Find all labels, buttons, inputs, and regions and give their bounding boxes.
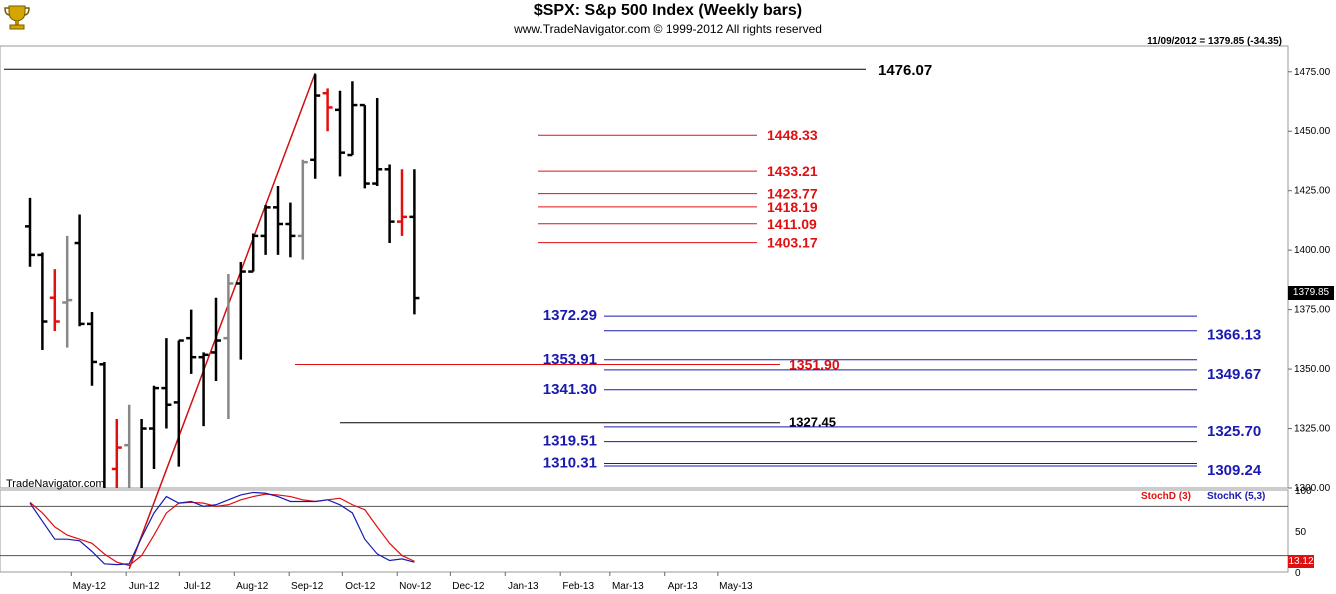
trend-line [128,72,316,570]
price-tick-label: 1400.00 [1294,245,1331,256]
ohlc-bar [359,103,370,189]
ohlc-bar [322,88,333,132]
ohlc-bar [124,404,131,488]
ohlc-bar [409,169,420,315]
time-tick-label: Jul-12 [184,581,212,592]
time-tick-label: Aug-12 [236,581,269,592]
ohlc-bar [49,269,60,332]
level-label: 1319.51 [543,433,597,450]
level-label: 1349.67 [1207,366,1261,383]
level-label: 1325.70 [1207,423,1261,440]
ohlc-bar [235,262,246,360]
stochd-legend: StochD (3) [1141,491,1191,502]
ohlc-bar [25,197,35,267]
level-label: 1448.33 [767,127,818,143]
price-axis: 1300.00 1325.00 1350.00 1375.00 1400.00 1425.… [1288,67,1331,494]
ohlc-bar [87,312,97,386]
ohlc-bar [111,419,122,488]
price-tick-label: 1350.00 [1294,364,1331,375]
ohlc-bars [25,74,420,488]
ohlc-bar [140,419,147,488]
price-tick-label: 1450.00 [1294,126,1331,137]
fibonacci-levels: 1476.07 1327.45 1448.33 1433.21 1423.771418.… [4,62,1262,479]
level-label: 1403.17 [767,235,818,251]
ohlc-bar [310,74,321,179]
level-label: 1366.13 [1207,327,1261,344]
last-price-tag: 1379.85 [1288,286,1334,300]
level-label: 1353.91 [543,351,597,368]
ohlc-bar [149,385,159,469]
ohlc-bar [223,273,234,420]
ohlc-bar [372,97,383,186]
price-tick-label: 1325.00 [1294,424,1331,435]
stochk-legend: StochK (5,3) [1207,491,1266,502]
ohlc-bar [186,309,197,374]
ohlc-bar [37,252,48,351]
ohlc-bar [384,164,395,244]
ohlc-bar [161,338,172,429]
time-tick-label: Oct-12 [345,581,375,592]
level-label: 1341.30 [543,381,597,398]
time-tick-label: Dec-12 [452,581,485,592]
ohlc-bar [297,159,308,260]
last-quote: 11/09/2012 = 1379.85 (-34.35) [1147,36,1282,47]
chart-frame [0,45,1289,573]
time-tick-label: Sep-12 [291,581,324,592]
ohlc-bar [285,202,296,258]
ohlc-bar [397,169,407,236]
level-label: 1418.19 [767,199,818,215]
stochk-line [29,491,415,566]
stochastic-panel: 0 50 100 [0,486,1312,579]
price-tick-label: 1475.00 [1294,67,1331,78]
stoch-tick-label: 50 [1295,527,1307,538]
time-axis: May-12 Jun-12 Jul-12 Aug-12 Sep-12 Oct-12 Nov-… [70,572,753,592]
ohlc-bar [198,352,209,427]
ohlc-bar [74,214,85,327]
trendline [128,72,316,570]
trophy-icon [4,5,30,30]
ohlc-bar [62,235,73,348]
time-tick-label: May-12 [73,581,107,592]
ohlc-bar [273,185,283,255]
level-label: 1433.21 [767,163,818,179]
ohlc-bar [211,297,221,381]
ohlc-bar [173,339,184,467]
logo-text: TradeNavigator.com [6,478,105,490]
stoch-panel [0,489,1289,573]
time-tick-label: Nov-12 [399,581,432,592]
ohlc-bar [335,90,345,177]
time-tick-label: Apr-13 [668,581,698,592]
level-label: 1411.09 [767,216,817,232]
stoch-tick-label: 0 [1295,568,1301,579]
ohlc-bar [99,361,106,488]
level-label: 1372.29 [543,307,597,324]
chart-subtitle: www.TradeNavigator.com © 1999-2012 All r… [514,22,822,36]
price-tick-label: 1300.00 [1294,483,1331,494]
ohlc-bar [260,204,271,255]
time-tick-label: May-13 [719,581,753,592]
ohlc-bar [248,233,259,273]
stoch-value-tag: 13.12 [1288,555,1314,568]
time-tick-label: Jan-13 [508,581,539,592]
level-label: 1327.45 [789,415,836,430]
level-label: 1476.07 [878,62,932,79]
stoch-tick-label: 100 [1295,486,1312,497]
time-tick-label: Jun-12 [129,581,160,592]
time-tick-label: Feb-13 [562,581,594,592]
price-tick-label: 1425.00 [1294,186,1331,197]
stochd-line [29,493,415,567]
level-label: 1423.77 [767,186,818,202]
level-label: 1309.24 [1207,462,1262,479]
level-label: 1351.90 [789,357,840,373]
price-panel [0,45,1289,489]
level-label: 1310.31 [543,454,597,471]
chart-title: $SPX: S&p 500 Index (Weekly bars) [533,2,803,19]
price-tick-label: 1375.00 [1294,305,1331,316]
time-tick-label: Mar-13 [612,581,644,592]
ohlc-bar [347,81,358,157]
